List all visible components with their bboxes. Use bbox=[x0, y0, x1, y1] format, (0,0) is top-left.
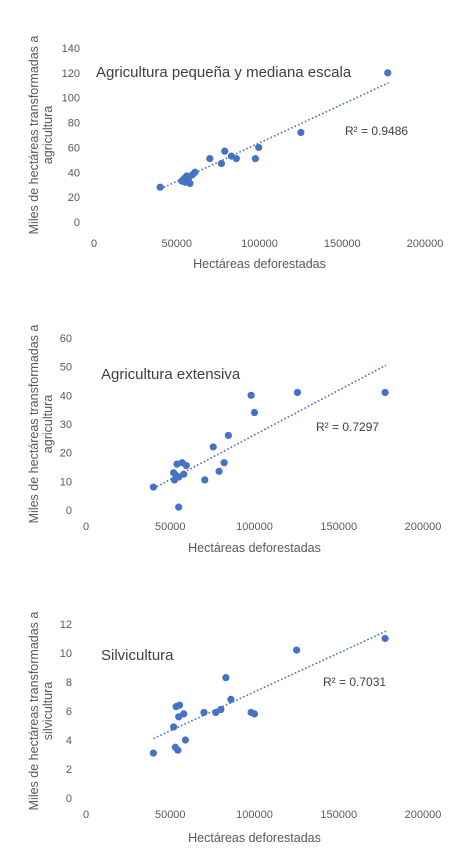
data-point bbox=[227, 695, 235, 703]
y-axis-title-line: agricultura bbox=[41, 395, 55, 453]
data-point bbox=[175, 503, 183, 511]
y-tick-label: 30 bbox=[60, 419, 72, 431]
x-tick-label: 50000 bbox=[155, 521, 186, 533]
data-point bbox=[251, 155, 259, 163]
y-tick-label: 12 bbox=[60, 619, 72, 631]
y-axis-title-line: Miles de hectáreas transformadas a bbox=[27, 36, 41, 235]
y-tick-label: 10 bbox=[60, 476, 72, 488]
chart-title: Agricultura extensiva bbox=[101, 366, 241, 383]
y-tick-label: 50 bbox=[60, 362, 72, 374]
r-squared-label: R² = 0.7297 bbox=[316, 420, 379, 434]
x-axis-title: Hectáreas deforestadas bbox=[188, 831, 321, 845]
data-point bbox=[215, 467, 223, 475]
y-tick-label: 60 bbox=[68, 142, 80, 154]
x-tick-label: 50000 bbox=[155, 809, 186, 821]
chart-panel-2: 0 10 20 30 40 50 60 0 50000 100000 150000 200000 Hec… bbox=[0, 290, 461, 580]
data-point bbox=[217, 705, 225, 714]
y-tick-label: 0 bbox=[66, 505, 72, 517]
data-point bbox=[221, 147, 229, 155]
data-point bbox=[220, 459, 228, 467]
y-tick-label: 10 bbox=[60, 648, 72, 660]
data-point bbox=[174, 746, 182, 754]
data-point bbox=[224, 431, 232, 440]
x-tick-label: 200000 bbox=[405, 809, 442, 821]
data-point bbox=[293, 646, 301, 654]
data-point bbox=[201, 476, 209, 484]
data-point bbox=[209, 443, 217, 451]
scatter-chart-1: 0 20 40 60 80 100 120 140 0 50000 100000 150000 2000… bbox=[27, 36, 444, 271]
r-squared-label: R² = 0.7031 bbox=[323, 675, 386, 689]
y-tick-label: 20 bbox=[60, 448, 72, 460]
data-point bbox=[191, 168, 199, 176]
data-point bbox=[247, 391, 255, 399]
y-tick-label: 8 bbox=[66, 677, 72, 689]
scatter-chart-3: 0 2 4 6 8 10 12 0 50000 100000 150000 200000 Hectáre… bbox=[27, 612, 442, 845]
data-point bbox=[186, 179, 194, 188]
x-tick-label: 50000 bbox=[161, 238, 192, 250]
x-tick-label: 150000 bbox=[320, 809, 357, 821]
y-axis-title-line: silvicultura bbox=[41, 682, 55, 740]
data-point bbox=[293, 388, 302, 397]
x-axis-title: Hectáreas deforestadas bbox=[188, 541, 321, 555]
y-axis-title-line: agricultura bbox=[41, 106, 55, 164]
chart-panel-1: 0 20 40 60 80 100 120 140 0 50000 100000 150000 2000… bbox=[0, 0, 461, 280]
data-point bbox=[250, 408, 259, 417]
data-point bbox=[384, 69, 392, 77]
scatter-chart-2: 0 10 20 30 40 50 60 0 50000 100000 150000 200000 Hec… bbox=[27, 325, 442, 555]
data-point bbox=[180, 470, 188, 478]
y-axis-title-line: Miles de hectáreas transformadas a bbox=[27, 325, 41, 524]
y-tick-label: 4 bbox=[66, 735, 72, 747]
chart-panel-3: 0 2 4 6 8 10 12 0 50000 100000 150000 200000 Hectáre… bbox=[0, 578, 461, 864]
y-tick-label: 100 bbox=[62, 93, 80, 105]
data-point bbox=[149, 749, 157, 757]
data-point bbox=[250, 710, 259, 718]
x-tick-label: 0 bbox=[83, 809, 89, 821]
data-point bbox=[156, 183, 164, 191]
data-point bbox=[170, 723, 178, 731]
data-point bbox=[181, 736, 190, 744]
x-axis-title: Hectáreas deforestadas bbox=[193, 257, 326, 271]
data-point bbox=[381, 634, 389, 643]
x-tick-label: 0 bbox=[83, 521, 89, 533]
data-point bbox=[180, 710, 188, 718]
y-tick-label: 40 bbox=[68, 167, 80, 179]
trendline bbox=[153, 630, 387, 740]
data-point bbox=[175, 701, 184, 709]
y-tick-label: 60 bbox=[60, 333, 72, 345]
x-tick-label: 100000 bbox=[236, 521, 273, 533]
y-tick-label: 6 bbox=[66, 706, 72, 718]
data-point bbox=[217, 159, 226, 168]
y-tick-label: 140 bbox=[62, 43, 80, 55]
x-tick-label: 200000 bbox=[407, 238, 444, 250]
chart-title: Agricultura pequeña y mediana escala bbox=[96, 64, 352, 81]
data-point bbox=[149, 483, 157, 491]
data-point bbox=[232, 155, 240, 163]
x-tick-label: 100000 bbox=[241, 238, 278, 250]
y-axis-title-line: Miles de hectáreas transformadas a bbox=[27, 612, 41, 811]
data-point bbox=[182, 461, 190, 470]
x-tick-label: 150000 bbox=[320, 521, 357, 533]
y-tick-label: 2 bbox=[66, 764, 72, 776]
data-point bbox=[381, 388, 389, 397]
data-point bbox=[297, 128, 305, 137]
data-point bbox=[200, 708, 208, 717]
y-tick-label: 20 bbox=[68, 192, 80, 204]
y-tick-label: 0 bbox=[66, 793, 72, 805]
x-tick-label: 0 bbox=[91, 238, 97, 250]
chart-title: Silvicultura bbox=[101, 647, 174, 664]
y-tick-label: 40 bbox=[60, 390, 72, 402]
data-point bbox=[206, 155, 214, 163]
y-tick-label: 0 bbox=[74, 217, 80, 229]
x-tick-label: 150000 bbox=[324, 238, 361, 250]
x-tick-label: 100000 bbox=[236, 809, 273, 821]
data-point bbox=[222, 674, 230, 682]
y-tick-label: 80 bbox=[68, 118, 80, 130]
r-squared-label: R² = 0.9486 bbox=[345, 124, 408, 138]
data-point bbox=[255, 143, 263, 152]
x-tick-label: 200000 bbox=[405, 521, 442, 533]
y-tick-label: 120 bbox=[62, 68, 80, 80]
